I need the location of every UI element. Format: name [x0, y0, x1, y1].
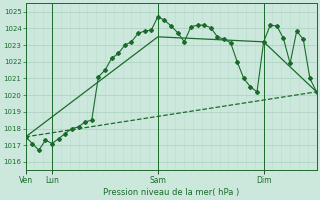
X-axis label: Pression niveau de la mer( hPa ): Pression niveau de la mer( hPa ) — [103, 188, 239, 197]
